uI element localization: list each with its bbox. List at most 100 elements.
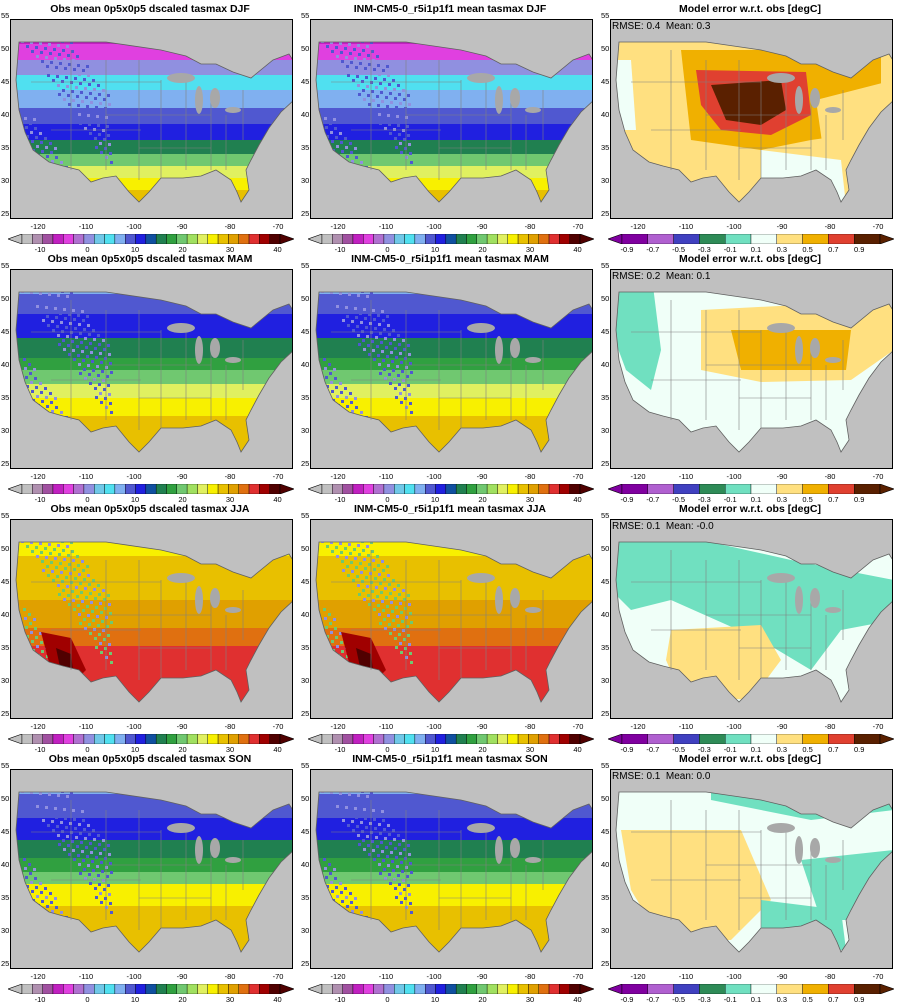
colorbar-tick-label: -10 [334,745,346,754]
colorbar-tick-label: -0.5 [672,245,686,254]
lon-tick-label: -120 [330,972,346,981]
lat-tick-label: 25 [301,459,310,468]
colorbar-tick-label: -0.9 [620,245,634,254]
obs-panel-son: Obs mean 0p5x0p5 dscaled tasmax SON 25 30 3… [0,750,300,1004]
colorbar-swatch [497,234,508,244]
colorbar-swatch [259,984,270,994]
colorbar-tick-label: 0.1 [750,745,762,754]
state-borders [15,291,292,453]
colorbar-swatch [673,984,700,994]
colorbar-low-arrow [8,984,23,994]
colorbar-swatch [42,484,54,494]
lon-tick-label: -120 [30,972,46,981]
colorbar-tick-label: -0.7 [646,245,660,254]
colorbar-low-arrow [8,734,23,744]
colorbar-swatch [363,984,374,994]
lon-tick-label: -120 [30,472,46,481]
lon-tick-label: -120 [330,722,346,731]
colorbar [608,984,894,994]
colorbar-swatch [466,984,477,994]
colorbar-swatch [32,734,43,744]
colorbar-swatch [352,234,364,244]
map-canvas [311,520,592,718]
lat-tick-label: 25 [301,959,310,968]
lon-tick-label: -90 [476,972,488,981]
lon-tick-label: -120 [630,472,646,481]
lat-tick-label: 25 [301,709,310,718]
colorbar-low-arrow [308,984,323,994]
colorbar-swatch [21,234,33,244]
lon-tick-label: -70 [572,222,584,231]
colorbar-swatch [507,984,519,994]
model-panel-mam: INM-CM5-0_r5i1p1f1 mean tasmax MAM 25 30 35… [300,250,600,504]
colorbar-swatch [94,984,105,994]
lat-tick-label: 50 [301,794,310,803]
colorbar-swatch [507,734,519,744]
colorbar-swatch [145,234,157,244]
colorbar-swatch [517,234,529,244]
colorbar-tick-label: 20 [478,245,487,254]
great-lakes [767,73,841,114]
lon-tick-label: -70 [572,972,584,981]
colorbar-swatch [853,734,881,744]
colorbar-swatch [248,984,260,994]
map-canvas [11,770,292,968]
colorbar-tick-label: 40 [273,495,282,504]
colorbar-swatch [699,234,726,244]
colorbar-swatch [497,734,508,744]
colorbar-swatch [269,984,281,994]
lon-tick-label: -90 [476,472,488,481]
colorbar-swatch [538,734,550,744]
lon-tick-label: -80 [524,972,536,981]
colorbar-swatch [621,734,648,744]
colorbar-swatch [104,984,116,994]
colorbar-swatch [352,484,364,494]
lat-tick-label: 35 [1,393,10,402]
colorbar [8,234,294,244]
colorbar-swatch [424,984,436,994]
colorbar-swatch [332,484,343,494]
lat-tick-label: 50 [1,544,10,553]
colorbar-high-arrow [879,484,894,494]
colorbar-swatch [363,234,374,244]
lon-tick-label: -70 [272,972,284,981]
colorbar-swatch [269,734,281,744]
lon-tick-label: -120 [630,972,646,981]
colorbar-tick-label: 40 [273,245,282,254]
lat-tick-label: 40 [301,360,310,369]
colorbar-swatch [145,484,157,494]
panel-title: Model error w.r.t. obs [degC] [679,253,821,265]
colorbar-swatch [569,984,581,994]
colorbar-swatch [517,984,529,994]
lon-tick-label: -100 [726,722,742,731]
colorbar-swatch [507,234,519,244]
colorbar-swatch [647,484,674,494]
lat-tick-label: 50 [1,794,10,803]
strongest-warm-bias [711,80,786,125]
lat-tick-label: 55 [1,11,10,20]
colorbar-swatch [466,234,477,244]
colorbar-swatch [217,984,229,994]
colorbar-tick-label: 40 [273,745,282,754]
colorbar-swatch [455,484,467,494]
err-panel-djf: Model error w.r.t. obs [degC] RMSE: 0.4 M… [600,0,900,254]
obs-panel-jja: Obs mean 0p5x0p5 dscaled tasmax JJA 25 30 3… [0,500,300,754]
colorbar-swatch [445,984,457,994]
colorbar-swatch [52,234,64,244]
colorbar-swatch [724,484,752,494]
colorbar-tick-label: 20 [478,745,487,754]
colorbar-swatch [538,234,550,244]
panel-title: INM-CM5-0_r5i1p1f1 mean tasmax DJF [353,3,547,15]
lat-tick-label: 50 [1,44,10,53]
lon-tick-label: -80 [224,222,236,231]
colorbar-swatch [559,484,570,494]
colorbar-swatch [238,984,250,994]
colorbar-high-arrow [879,984,894,994]
lon-tick-label: -90 [476,722,488,731]
lon-tick-label: -70 [872,972,884,981]
colorbar-swatch [621,234,648,244]
lat-tick-label: 45 [601,577,610,586]
lat-tick-label: 35 [301,643,310,652]
colorbar-swatch [186,484,198,494]
lon-tick-label: -70 [872,472,884,481]
